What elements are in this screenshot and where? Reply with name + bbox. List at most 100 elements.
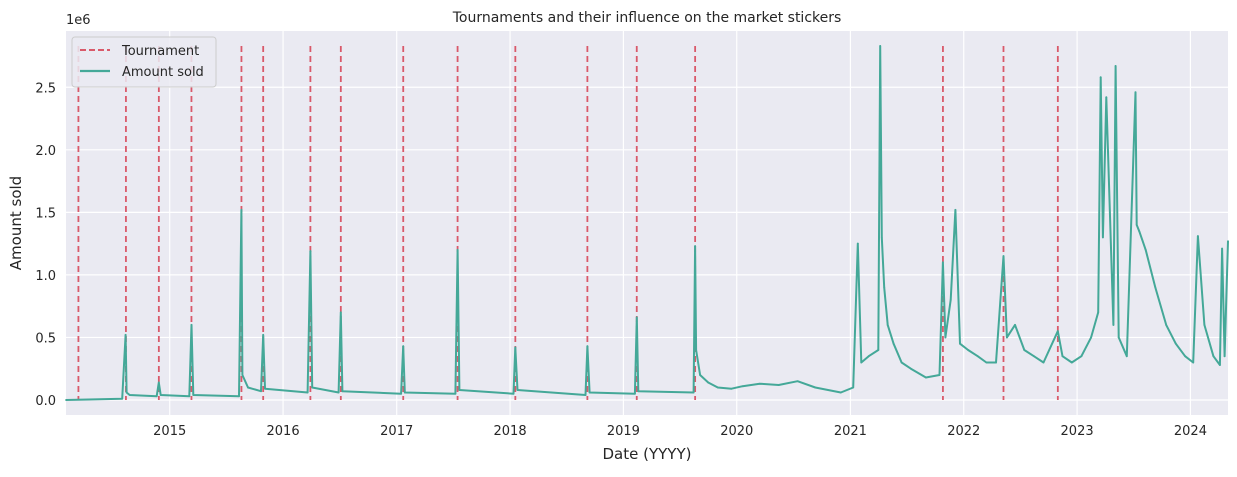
y-tick-label-2.0: 2.0 [35, 144, 56, 159]
amount-sold-point-83 [1070, 361, 1073, 364]
amount-sold-point-26 [403, 391, 406, 394]
amount-sold-line [65, 45, 1229, 401]
amount-sold-point-27 [454, 392, 457, 395]
amount-sold-point-52 [852, 386, 855, 389]
amount-sold-point-57 [879, 45, 882, 47]
amount-sold-point-10 [192, 394, 195, 396]
amount-sold-point-77 [1014, 324, 1016, 326]
amount-sold-point-71 [967, 349, 969, 351]
x-axis-label: Date (YYYY) [603, 445, 692, 463]
amount-sold-point-38 [637, 390, 640, 393]
amount-sold-point-61 [892, 342, 895, 345]
amount-sold-point-55 [867, 355, 870, 358]
plot-background [66, 31, 1228, 415]
amount-sold-point-9 [190, 324, 193, 326]
amount-sold-point-17 [264, 387, 266, 390]
amount-sold-point-100 [1174, 342, 1177, 345]
x-tick-labels: 2015 2016 2017 2018 2019 2020 2021 2022 2023 2024 [153, 424, 1207, 439]
amount-sold-point-19 [309, 250, 312, 253]
amount-sold-point-66 [942, 261, 944, 264]
amount-sold-point-21 [337, 391, 340, 394]
amount-sold-point-22 [339, 311, 342, 314]
amount-sold-point-18 [306, 391, 309, 394]
amount-sold-point-88 [1101, 236, 1104, 239]
amount-sold-point-30 [512, 392, 515, 395]
y-tick-label-1.0: 1.0 [35, 269, 56, 284]
x-tick-label-2024: 2024 [1174, 424, 1207, 439]
series-layer [65, 45, 1229, 401]
legend-tournament-label: Tournament [121, 44, 199, 59]
x-tick-label-2023: 2023 [1061, 424, 1094, 439]
amount-sold-point-14 [247, 386, 249, 389]
x-tick-label-2020: 2020 [720, 424, 753, 439]
x-tick-label-2015: 2015 [153, 424, 186, 439]
x-tick-label-2022: 2022 [947, 424, 980, 439]
amount-sold-point-101 [1184, 355, 1187, 358]
amount-sold-point-42 [699, 374, 702, 376]
amount-sold-point-76 [1006, 336, 1008, 339]
amount-sold-point-109 [1227, 240, 1229, 243]
amount-sold-point-48 [777, 384, 780, 386]
amount-sold-point-54 [860, 361, 863, 364]
amount-sold-point-25 [402, 345, 405, 348]
amount-sold-point-40 [694, 245, 697, 248]
amount-sold-point-60 [886, 324, 889, 326]
amount-sold-point-78 [1023, 349, 1026, 351]
amount-sold-point-99 [1165, 324, 1168, 326]
legend-amount-sold-label: Amount sold [122, 65, 204, 80]
x-tick-label-2018: 2018 [494, 424, 527, 439]
amount-sold-point-0 [65, 399, 67, 401]
amount-sold-point-36 [633, 392, 636, 395]
amount-sold-point-91 [1114, 65, 1117, 67]
amount-sold-point-95 [1135, 223, 1138, 226]
amount-sold-point-5 [155, 395, 158, 398]
amount-sold-point-6 [157, 381, 160, 384]
amount-sold-point-92 [1117, 336, 1120, 339]
x-tick-label-2021: 2021 [834, 424, 867, 439]
amount-sold-point-29 [458, 389, 461, 391]
amount-sold-point-105 [1212, 355, 1215, 358]
amount-sold-point-13 [241, 374, 244, 376]
amount-sold-point-23 [341, 390, 344, 393]
amount-sold-point-62 [900, 361, 903, 364]
amount-sold-point-73 [985, 361, 988, 364]
amount-sold-point-8 [188, 395, 191, 398]
amount-sold-point-84 [1080, 355, 1083, 358]
amount-sold-point-103 [1196, 235, 1199, 238]
y-tick-label-0.5: 0.5 [35, 331, 56, 346]
amount-sold-point-1 [121, 397, 124, 400]
amount-sold-point-69 [954, 208, 957, 211]
amount-sold-point-15 [260, 390, 262, 393]
x-tick-label-2019: 2019 [607, 424, 640, 439]
amount-sold-point-85 [1090, 336, 1092, 339]
amount-sold-point-37 [635, 316, 638, 319]
amount-sold-point-90 [1112, 324, 1115, 326]
y-offset-label: 1e6 [66, 13, 91, 28]
amount-sold-point-79 [1033, 355, 1035, 358]
amount-sold-point-58 [880, 236, 883, 239]
amount-sold-point-86 [1097, 311, 1100, 314]
amount-sold-point-51 [839, 391, 842, 394]
y-tick-label-1.5: 1.5 [35, 206, 56, 221]
amount-sold-point-53 [856, 242, 859, 245]
amount-sold-point-35 [588, 391, 591, 394]
amount-sold-point-24 [400, 392, 402, 395]
amount-sold-point-94 [1134, 91, 1137, 94]
amount-sold-point-44 [716, 386, 719, 389]
amount-sold-point-87 [1099, 76, 1102, 79]
amount-sold-point-107 [1221, 247, 1223, 250]
y-tick-labels: 0.0 0.5 1.0 1.5 2.0 2.5 [35, 81, 56, 409]
amount-sold-point-80 [1042, 361, 1045, 364]
y-axis-label: Amount sold [7, 176, 25, 270]
x-tick-label-2017: 2017 [380, 424, 413, 439]
legend: Tournament Amount sold [71, 36, 217, 88]
amount-sold-point-4 [128, 394, 131, 396]
amount-sold-point-49 [796, 380, 799, 383]
amount-sold-point-46 [741, 385, 744, 388]
amount-sold-point-63 [910, 367, 912, 370]
amount-sold-point-20 [311, 386, 314, 389]
amount-sold-point-16 [262, 334, 265, 336]
grid-layer [66, 31, 1228, 415]
amount-sold-point-41 [695, 349, 697, 351]
